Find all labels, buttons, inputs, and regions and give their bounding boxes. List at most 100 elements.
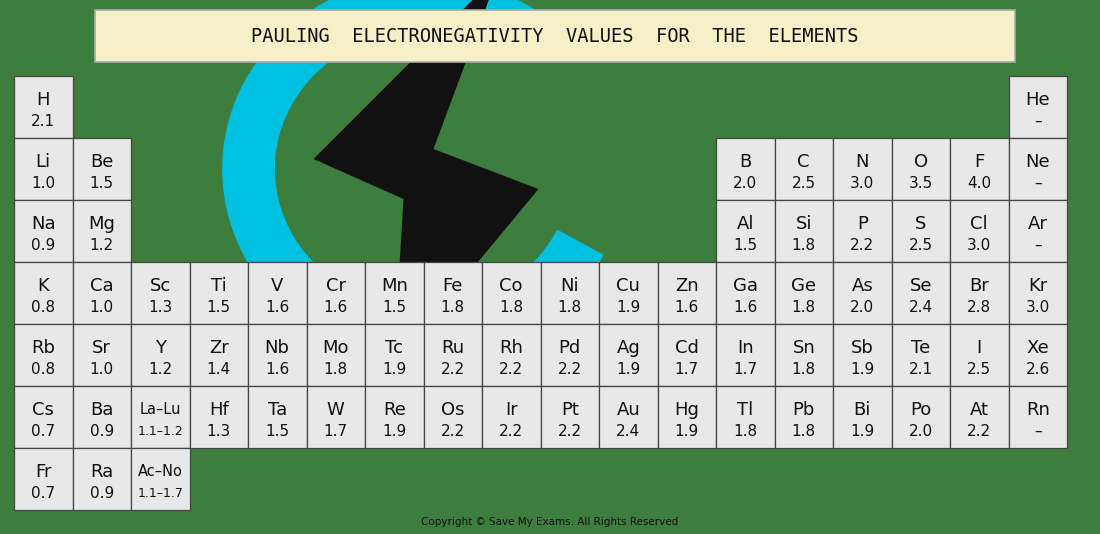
Bar: [307, 324, 365, 386]
Text: 1.8: 1.8: [558, 300, 582, 315]
Text: As: As: [851, 277, 873, 295]
Bar: [540, 386, 600, 448]
Text: H: H: [36, 91, 50, 108]
Text: F: F: [975, 153, 984, 170]
Text: Mn: Mn: [381, 277, 408, 295]
Text: Cd: Cd: [674, 339, 698, 357]
Text: 1.5: 1.5: [382, 300, 406, 315]
Text: 1.0: 1.0: [90, 362, 113, 377]
Text: 1.9: 1.9: [850, 362, 875, 377]
Text: 1.0: 1.0: [31, 176, 55, 191]
Text: Co: Co: [499, 277, 522, 295]
Text: O: O: [914, 153, 927, 170]
Text: Cu: Cu: [616, 277, 640, 295]
Text: 1.5: 1.5: [207, 300, 231, 315]
Text: He: He: [1025, 91, 1050, 108]
Text: 2.2: 2.2: [441, 424, 465, 439]
Text: Zr: Zr: [209, 339, 229, 357]
Text: Ra: Ra: [90, 462, 113, 481]
Text: Cs: Cs: [32, 400, 54, 419]
Text: 1.8: 1.8: [499, 300, 524, 315]
Bar: [189, 262, 248, 324]
Text: 1.8: 1.8: [792, 238, 816, 253]
Text: 2.5: 2.5: [967, 362, 991, 377]
Text: Po: Po: [910, 400, 932, 419]
Bar: [14, 324, 73, 386]
Polygon shape: [499, 268, 564, 326]
Text: Pt: Pt: [561, 400, 579, 419]
Bar: [73, 200, 131, 262]
Bar: [833, 324, 891, 386]
Text: Pb: Pb: [793, 400, 815, 419]
Text: 3.0: 3.0: [850, 176, 875, 191]
Text: 1.1–1.7: 1.1–1.7: [138, 487, 184, 500]
Bar: [658, 262, 716, 324]
Bar: [14, 76, 73, 138]
Bar: [1009, 324, 1067, 386]
Text: 3.5: 3.5: [909, 176, 933, 191]
Text: Ca: Ca: [90, 277, 113, 295]
Bar: [600, 386, 658, 448]
Text: P: P: [857, 215, 868, 233]
Text: Au: Au: [616, 400, 640, 419]
Bar: [189, 324, 248, 386]
Text: –: –: [1034, 238, 1042, 253]
Text: 1.7: 1.7: [323, 424, 348, 439]
Bar: [600, 324, 658, 386]
Bar: [73, 262, 131, 324]
Polygon shape: [314, 0, 539, 364]
Text: Bi: Bi: [854, 400, 871, 419]
Text: Y: Y: [155, 339, 166, 357]
Text: 1.9: 1.9: [382, 424, 406, 439]
Text: Fe: Fe: [442, 277, 463, 295]
Text: 1.8: 1.8: [734, 424, 757, 439]
Text: Si: Si: [795, 215, 812, 233]
Text: Pd: Pd: [559, 339, 581, 357]
Text: 1.8: 1.8: [792, 300, 816, 315]
Text: 1.9: 1.9: [616, 300, 640, 315]
Text: 2.0: 2.0: [734, 176, 757, 191]
Bar: [716, 200, 774, 262]
Text: Ba: Ba: [90, 400, 113, 419]
Text: 2.2: 2.2: [499, 362, 524, 377]
Text: 2.2: 2.2: [558, 424, 582, 439]
Text: Be: Be: [90, 153, 113, 170]
Text: Rb: Rb: [31, 339, 55, 357]
Bar: [131, 448, 189, 510]
Text: 2.1: 2.1: [909, 362, 933, 377]
Text: 2.0: 2.0: [850, 300, 875, 315]
Text: Te: Te: [911, 339, 931, 357]
Bar: [716, 262, 774, 324]
Bar: [131, 324, 189, 386]
Bar: [950, 262, 1009, 324]
Text: Kr: Kr: [1028, 277, 1047, 295]
Text: 1.9: 1.9: [850, 424, 875, 439]
Text: Ag: Ag: [616, 339, 640, 357]
Text: 1.8: 1.8: [441, 300, 465, 315]
Bar: [1009, 76, 1067, 138]
Bar: [833, 386, 891, 448]
Text: 1.2: 1.2: [90, 238, 113, 253]
Text: 1.9: 1.9: [616, 362, 640, 377]
Bar: [774, 200, 833, 262]
Text: In: In: [737, 339, 754, 357]
Bar: [73, 324, 131, 386]
Text: 1.4: 1.4: [207, 362, 231, 377]
Bar: [1009, 138, 1067, 200]
Bar: [833, 262, 891, 324]
Text: 2.1: 2.1: [31, 114, 55, 129]
Text: Ru: Ru: [441, 339, 464, 357]
Bar: [774, 138, 833, 200]
Text: 2.2: 2.2: [850, 238, 875, 253]
Text: 1.3: 1.3: [148, 300, 173, 315]
Bar: [14, 386, 73, 448]
Text: 0.9: 0.9: [31, 238, 55, 253]
Bar: [774, 262, 833, 324]
Bar: [365, 386, 424, 448]
Text: I: I: [977, 339, 982, 357]
Bar: [73, 386, 131, 448]
Bar: [14, 262, 73, 324]
Text: 1.5: 1.5: [734, 238, 757, 253]
Bar: [600, 262, 658, 324]
Bar: [1009, 386, 1067, 448]
